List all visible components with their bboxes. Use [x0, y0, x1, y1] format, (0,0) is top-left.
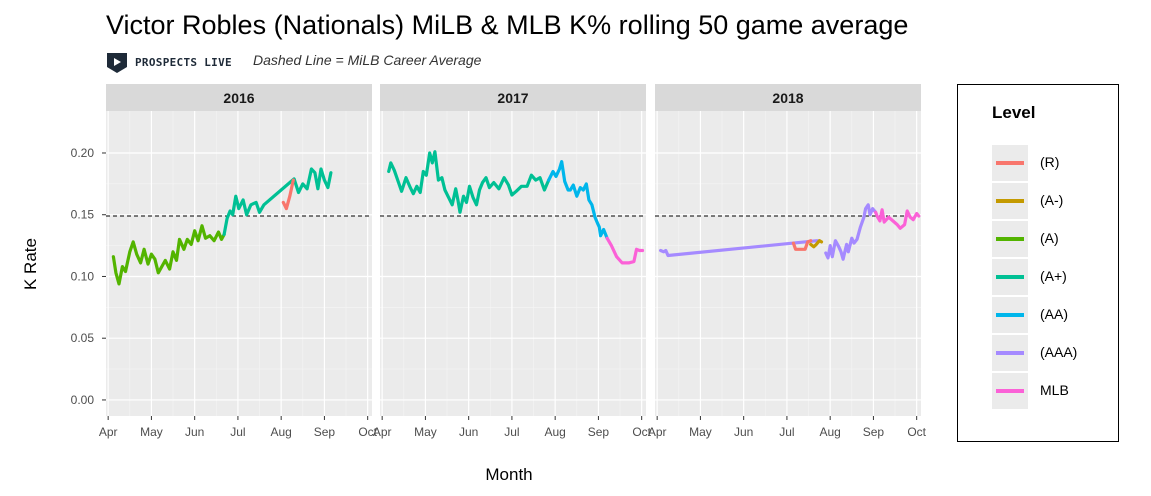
- x-tick-label: May: [414, 425, 437, 439]
- x-tick-label: Oct: [632, 425, 651, 439]
- series-line-a: [111, 224, 226, 286]
- y-tick-label: 0.15: [71, 208, 95, 222]
- y-axis-title: K Rate: [21, 238, 40, 290]
- legend-label: (A): [1040, 230, 1059, 246]
- series-line-r: [791, 239, 813, 251]
- x-tick-label: Sep: [588, 425, 610, 439]
- x-tick-label: Oct: [358, 425, 377, 439]
- series-line-a+: [387, 150, 551, 214]
- x-tick-label: Oct: [907, 425, 926, 439]
- x-tick-label: Aug: [270, 425, 291, 439]
- y-tick-label: 0.10: [71, 269, 95, 283]
- panel-background: [380, 111, 646, 416]
- y-tick-label: 0.05: [71, 331, 95, 345]
- legend-item: (A+): [992, 259, 1102, 295]
- x-tick-label: May: [140, 425, 163, 439]
- x-tick-label: Sep: [863, 425, 885, 439]
- panel-strip-label: 2018: [772, 90, 803, 106]
- legend-swatch: [996, 313, 1024, 317]
- panel-2018: 2018 Apr May Jun Jul Aug Sep Oct: [648, 84, 927, 439]
- brand-name: PROSPECTS LIVE: [135, 56, 232, 69]
- panel-strip: [106, 84, 372, 111]
- chart-title: Victor Robles (Nationals) MiLB & MLB K% …: [106, 10, 909, 40]
- y-tick-label: 0.20: [71, 146, 95, 160]
- series-line-r: [281, 178, 295, 211]
- x-tick-label: Sep: [314, 425, 336, 439]
- prospects-live-logo-icon: [107, 53, 127, 73]
- legend-swatch: [996, 389, 1024, 393]
- x-tick-label: Jul: [230, 425, 245, 439]
- legend-item: (A-): [992, 183, 1102, 219]
- legend-swatch: [996, 351, 1024, 355]
- chart-plot-area: K Rate Month 0.00 0.05 0.10 0.15 0.20 2016 Apr Ma…: [21, 84, 927, 484]
- legend-key: [992, 145, 1028, 181]
- series-line-aaa: [659, 239, 819, 258]
- x-tick-label: Apr: [373, 425, 392, 439]
- legend-item: (AAA): [992, 335, 1102, 371]
- series-line-a-: [809, 239, 824, 249]
- x-tick-label: Jun: [459, 425, 478, 439]
- legend-swatch: [996, 161, 1024, 165]
- legend-key: [992, 373, 1028, 409]
- panel-background: [106, 111, 372, 416]
- panel-strip: [655, 84, 921, 111]
- panel-2017: 2017 Apr May Jun Jul Aug Sep Oct: [373, 84, 652, 439]
- chart-subtitle: Dashed Line = MiLB Career Average: [253, 52, 482, 68]
- series-line-aaa: [824, 203, 878, 261]
- legend-item: (A): [992, 221, 1102, 257]
- x-axis-title: Month: [485, 465, 532, 484]
- legend-swatch: [996, 275, 1024, 279]
- panel-2016: 2016 Apr May Jun Jul Aug Sep Oct: [99, 84, 378, 439]
- legend-item: (AA): [992, 297, 1102, 333]
- legend-item: MLB: [992, 373, 1102, 409]
- legend-label: (AA): [1040, 306, 1068, 322]
- x-tick-label: Apr: [99, 425, 118, 439]
- legend-label: (A-): [1040, 192, 1064, 208]
- panel-strip: [380, 84, 646, 111]
- x-tick-label: Aug: [544, 425, 565, 439]
- legend-key: [992, 221, 1028, 257]
- panel-strip-label: 2017: [497, 90, 528, 106]
- series-line-a+: [222, 167, 333, 237]
- panel-background: [655, 111, 921, 416]
- x-tick-label: Jun: [734, 425, 753, 439]
- series-line-mlb: [605, 236, 645, 265]
- legend-label: MLB: [1040, 382, 1069, 398]
- x-tick-label: Jun: [185, 425, 204, 439]
- legend-swatch: [996, 199, 1024, 203]
- legend-item: (R): [992, 145, 1102, 181]
- x-tick-label: May: [689, 425, 712, 439]
- x-tick-label: Aug: [819, 425, 840, 439]
- legend-label: (A+): [1040, 268, 1067, 284]
- legend-label: (AAA): [1040, 344, 1078, 360]
- legend-key: [992, 335, 1028, 371]
- series-line-aa: [547, 160, 609, 240]
- legend: Level (R) (A-) (A) (A+) (AA) (AAA) MLB: [957, 84, 1119, 442]
- legend-label: (R): [1040, 154, 1060, 170]
- legend-title: Level: [992, 103, 1036, 122]
- y-tick-label: 0.00: [71, 393, 95, 407]
- legend-key: [992, 183, 1028, 219]
- x-tick-label: Jul: [779, 425, 794, 439]
- legend-key: [992, 297, 1028, 333]
- x-tick-label: Apr: [648, 425, 667, 439]
- series-line-mlb: [874, 208, 921, 230]
- panel-strip-label: 2016: [223, 90, 254, 106]
- legend-swatch: [996, 237, 1024, 241]
- x-tick-label: Jul: [504, 425, 519, 439]
- legend-key: [992, 259, 1028, 295]
